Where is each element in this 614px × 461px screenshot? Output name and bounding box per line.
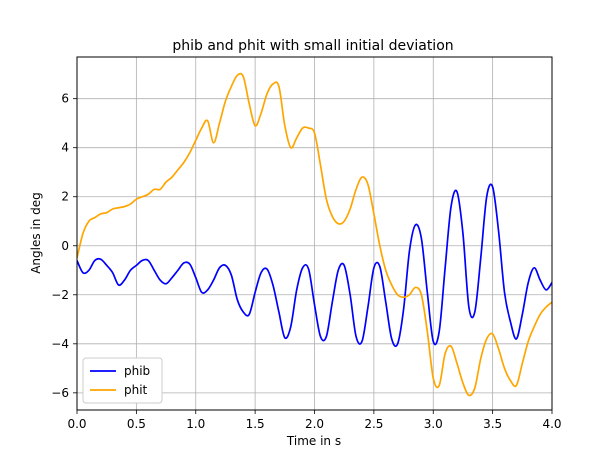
legend: phib phit — [82, 357, 163, 404]
x-tick-label: 0.0 — [67, 417, 86, 431]
x-tick-label: 3.0 — [424, 417, 443, 431]
y-tick-label: −4 — [51, 337, 69, 351]
x-tick-label: 2.0 — [305, 417, 324, 431]
series-line-phit — [77, 72, 552, 397]
y-tick-label: 6 — [61, 92, 69, 106]
y-tick-label: 4 — [61, 141, 69, 155]
x-tick-label: 1.5 — [246, 417, 265, 431]
y-tick-label: 0 — [61, 239, 69, 253]
y-tick-label: −2 — [51, 288, 69, 302]
x-tick-label: 4.0 — [542, 417, 561, 431]
legend-box — [82, 357, 163, 404]
y-axis-label: Angles in deg — [29, 192, 43, 274]
y-tick-label: −6 — [51, 386, 69, 400]
x-tick-label: 3.5 — [483, 417, 502, 431]
legend-label-phib: phib — [124, 364, 150, 378]
series-line-phib — [77, 183, 552, 348]
x-tick-label: 0.5 — [127, 417, 146, 431]
x-axis: 0.0 0.5 1.0 1.5 2.0 2.5 3.0 3.5 4.0 — [67, 410, 562, 431]
x-tick-label: 2.5 — [364, 417, 383, 431]
chart-title: phib and phit with small initial deviati… — [172, 38, 453, 54]
legend-label-phit: phit — [124, 383, 148, 397]
y-tick-label: 2 — [61, 190, 69, 204]
series-layer — [77, 72, 552, 397]
y-axis: −6 −4 −2 0 2 4 6 — [51, 92, 77, 400]
x-tick-label: 1.0 — [186, 417, 205, 431]
x-axis-label: Time in s — [286, 434, 341, 448]
